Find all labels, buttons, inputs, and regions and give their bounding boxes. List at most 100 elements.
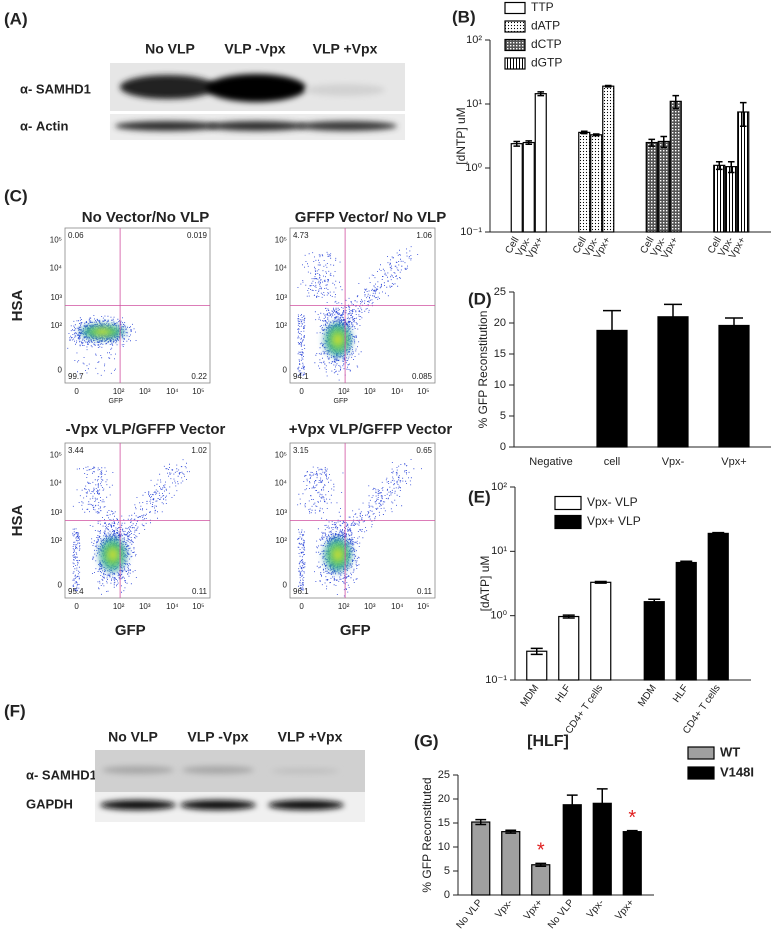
error-bar bbox=[603, 309, 621, 352]
legend-label: dATP bbox=[531, 19, 560, 33]
x-tick-label: 10⁴ bbox=[166, 602, 179, 611]
blot-f: (F) No VLP VLP -Vpx VLP +Vpx α- SAMHD1 G… bbox=[4, 701, 365, 822]
error-bar bbox=[739, 101, 747, 127]
band bbox=[102, 766, 174, 774]
y-tick-label: 0 bbox=[500, 441, 506, 453]
error-bar bbox=[505, 829, 517, 834]
x-axis-label: GFP bbox=[340, 622, 371, 639]
bar bbox=[526, 650, 548, 681]
y-tick-label: 10² bbox=[491, 481, 507, 493]
legend-swatch bbox=[554, 495, 582, 511]
y-axis-label: [dATP] uM bbox=[478, 556, 492, 612]
panel-label: (E) bbox=[468, 487, 491, 506]
lane-label: VLP +Vpx bbox=[313, 41, 378, 57]
band bbox=[207, 121, 307, 131]
error-bar bbox=[604, 84, 612, 88]
y-tick-label: 20 bbox=[494, 317, 506, 329]
bar bbox=[590, 134, 603, 233]
quadrant-value: 3.15 bbox=[293, 446, 309, 455]
x-tick-label: Vpx- bbox=[493, 898, 515, 921]
quadrant-value: 99.7 bbox=[68, 372, 84, 381]
x-tick-label: Vpx+ bbox=[721, 456, 746, 468]
x-tick-label: MDM bbox=[519, 683, 542, 709]
bar bbox=[657, 316, 689, 448]
quadrant-value: 4.73 bbox=[293, 231, 309, 240]
quadrant-value: 3.44 bbox=[68, 446, 84, 455]
quadrant-value: 95.4 bbox=[68, 587, 84, 596]
x-tick-label: No VLP bbox=[454, 897, 485, 931]
error-bar bbox=[513, 140, 521, 147]
y-tick-label: 25 bbox=[494, 286, 506, 298]
error-bar bbox=[660, 135, 668, 149]
row-label: α- SAMHD1 bbox=[20, 81, 91, 96]
y-tick-label: 10¹ bbox=[466, 98, 482, 110]
y-tick-label: 0 bbox=[58, 581, 63, 590]
bar bbox=[725, 166, 738, 233]
x-axis-label: GFP bbox=[115, 622, 146, 639]
y-tick-label: 10⁻¹ bbox=[460, 226, 482, 238]
y-tick-label: 0 bbox=[283, 366, 288, 375]
legend-label: Vpx+ VLP bbox=[587, 514, 641, 528]
error-bar bbox=[475, 818, 487, 826]
legend-swatch bbox=[687, 766, 715, 780]
panel-label: (A) bbox=[4, 9, 28, 28]
row-label: α- Actin bbox=[20, 118, 68, 133]
y-tick-label: 10⁴ bbox=[50, 263, 63, 272]
error-bar bbox=[725, 317, 743, 334]
x-tick-label: Negative bbox=[529, 456, 572, 468]
legend-label: Vpx- VLP bbox=[587, 495, 638, 509]
legend-swatch bbox=[504, 57, 526, 70]
plot-title: GFFP Vector/ No VLP bbox=[295, 209, 446, 226]
error-bar bbox=[648, 138, 656, 147]
band bbox=[100, 800, 176, 810]
error-bar bbox=[566, 794, 578, 816]
x-tick-label: 10⁵ bbox=[192, 602, 204, 611]
annotation: * bbox=[537, 840, 545, 862]
x-tick-label: 0 bbox=[299, 602, 304, 611]
plot-title: +Vpx VLP/GFFP Vector bbox=[289, 421, 453, 438]
band bbox=[180, 800, 256, 810]
bar bbox=[510, 143, 523, 233]
bar bbox=[645, 141, 658, 233]
y-tick-label: 10⁰ bbox=[490, 610, 507, 622]
density-core bbox=[76, 322, 129, 341]
bar bbox=[622, 831, 642, 896]
y-tick-label: 10⁵ bbox=[50, 451, 62, 460]
panel-label: (G) bbox=[414, 731, 439, 750]
y-tick-label: 10³ bbox=[275, 508, 287, 517]
plot-title: -Vpx VLP/GFFP Vector bbox=[66, 421, 226, 438]
bar bbox=[643, 601, 665, 681]
x-tick-label: Vpx+ bbox=[522, 897, 545, 922]
y-tick-label: 25 bbox=[438, 769, 450, 781]
band bbox=[206, 74, 306, 102]
bar bbox=[578, 131, 591, 233]
quadrant-value: 1.06 bbox=[416, 231, 432, 240]
y-tick-label: 20 bbox=[438, 793, 450, 805]
band bbox=[271, 768, 339, 774]
x-tick-label: 10⁵ bbox=[417, 602, 429, 611]
panel-label: (B) bbox=[452, 7, 476, 26]
error-bar bbox=[592, 133, 600, 137]
y-tick-label: 10² bbox=[50, 536, 62, 545]
legend-swatch bbox=[504, 20, 526, 33]
legend-label: WT bbox=[720, 744, 740, 759]
x-axis-label: GFP bbox=[109, 398, 124, 405]
error-bar bbox=[648, 598, 661, 606]
legend-swatch bbox=[554, 514, 582, 530]
y-tick-label: 10⁴ bbox=[50, 478, 63, 487]
y-tick-label: 10⁵ bbox=[275, 451, 287, 460]
error-bar bbox=[530, 647, 543, 656]
x-tick-label: 10² bbox=[113, 602, 125, 611]
annotation: * bbox=[628, 807, 636, 829]
x-tick-label: 10² bbox=[338, 387, 350, 396]
y-tick-label: 15 bbox=[438, 817, 450, 829]
y-tick-label: 10⁵ bbox=[50, 236, 62, 245]
y-tick-label: 10¹ bbox=[491, 545, 507, 557]
y-tick-label: 10⁻¹ bbox=[485, 674, 507, 686]
legend-swatch bbox=[504, 38, 526, 52]
y-tick-label: 10³ bbox=[275, 293, 287, 302]
y-tick-label: 10⁴ bbox=[275, 263, 288, 272]
chart: (B)[dNTP] uM10⁻¹10⁰10¹10²CellVpx-Vpx+TTP… bbox=[452, 0, 771, 261]
